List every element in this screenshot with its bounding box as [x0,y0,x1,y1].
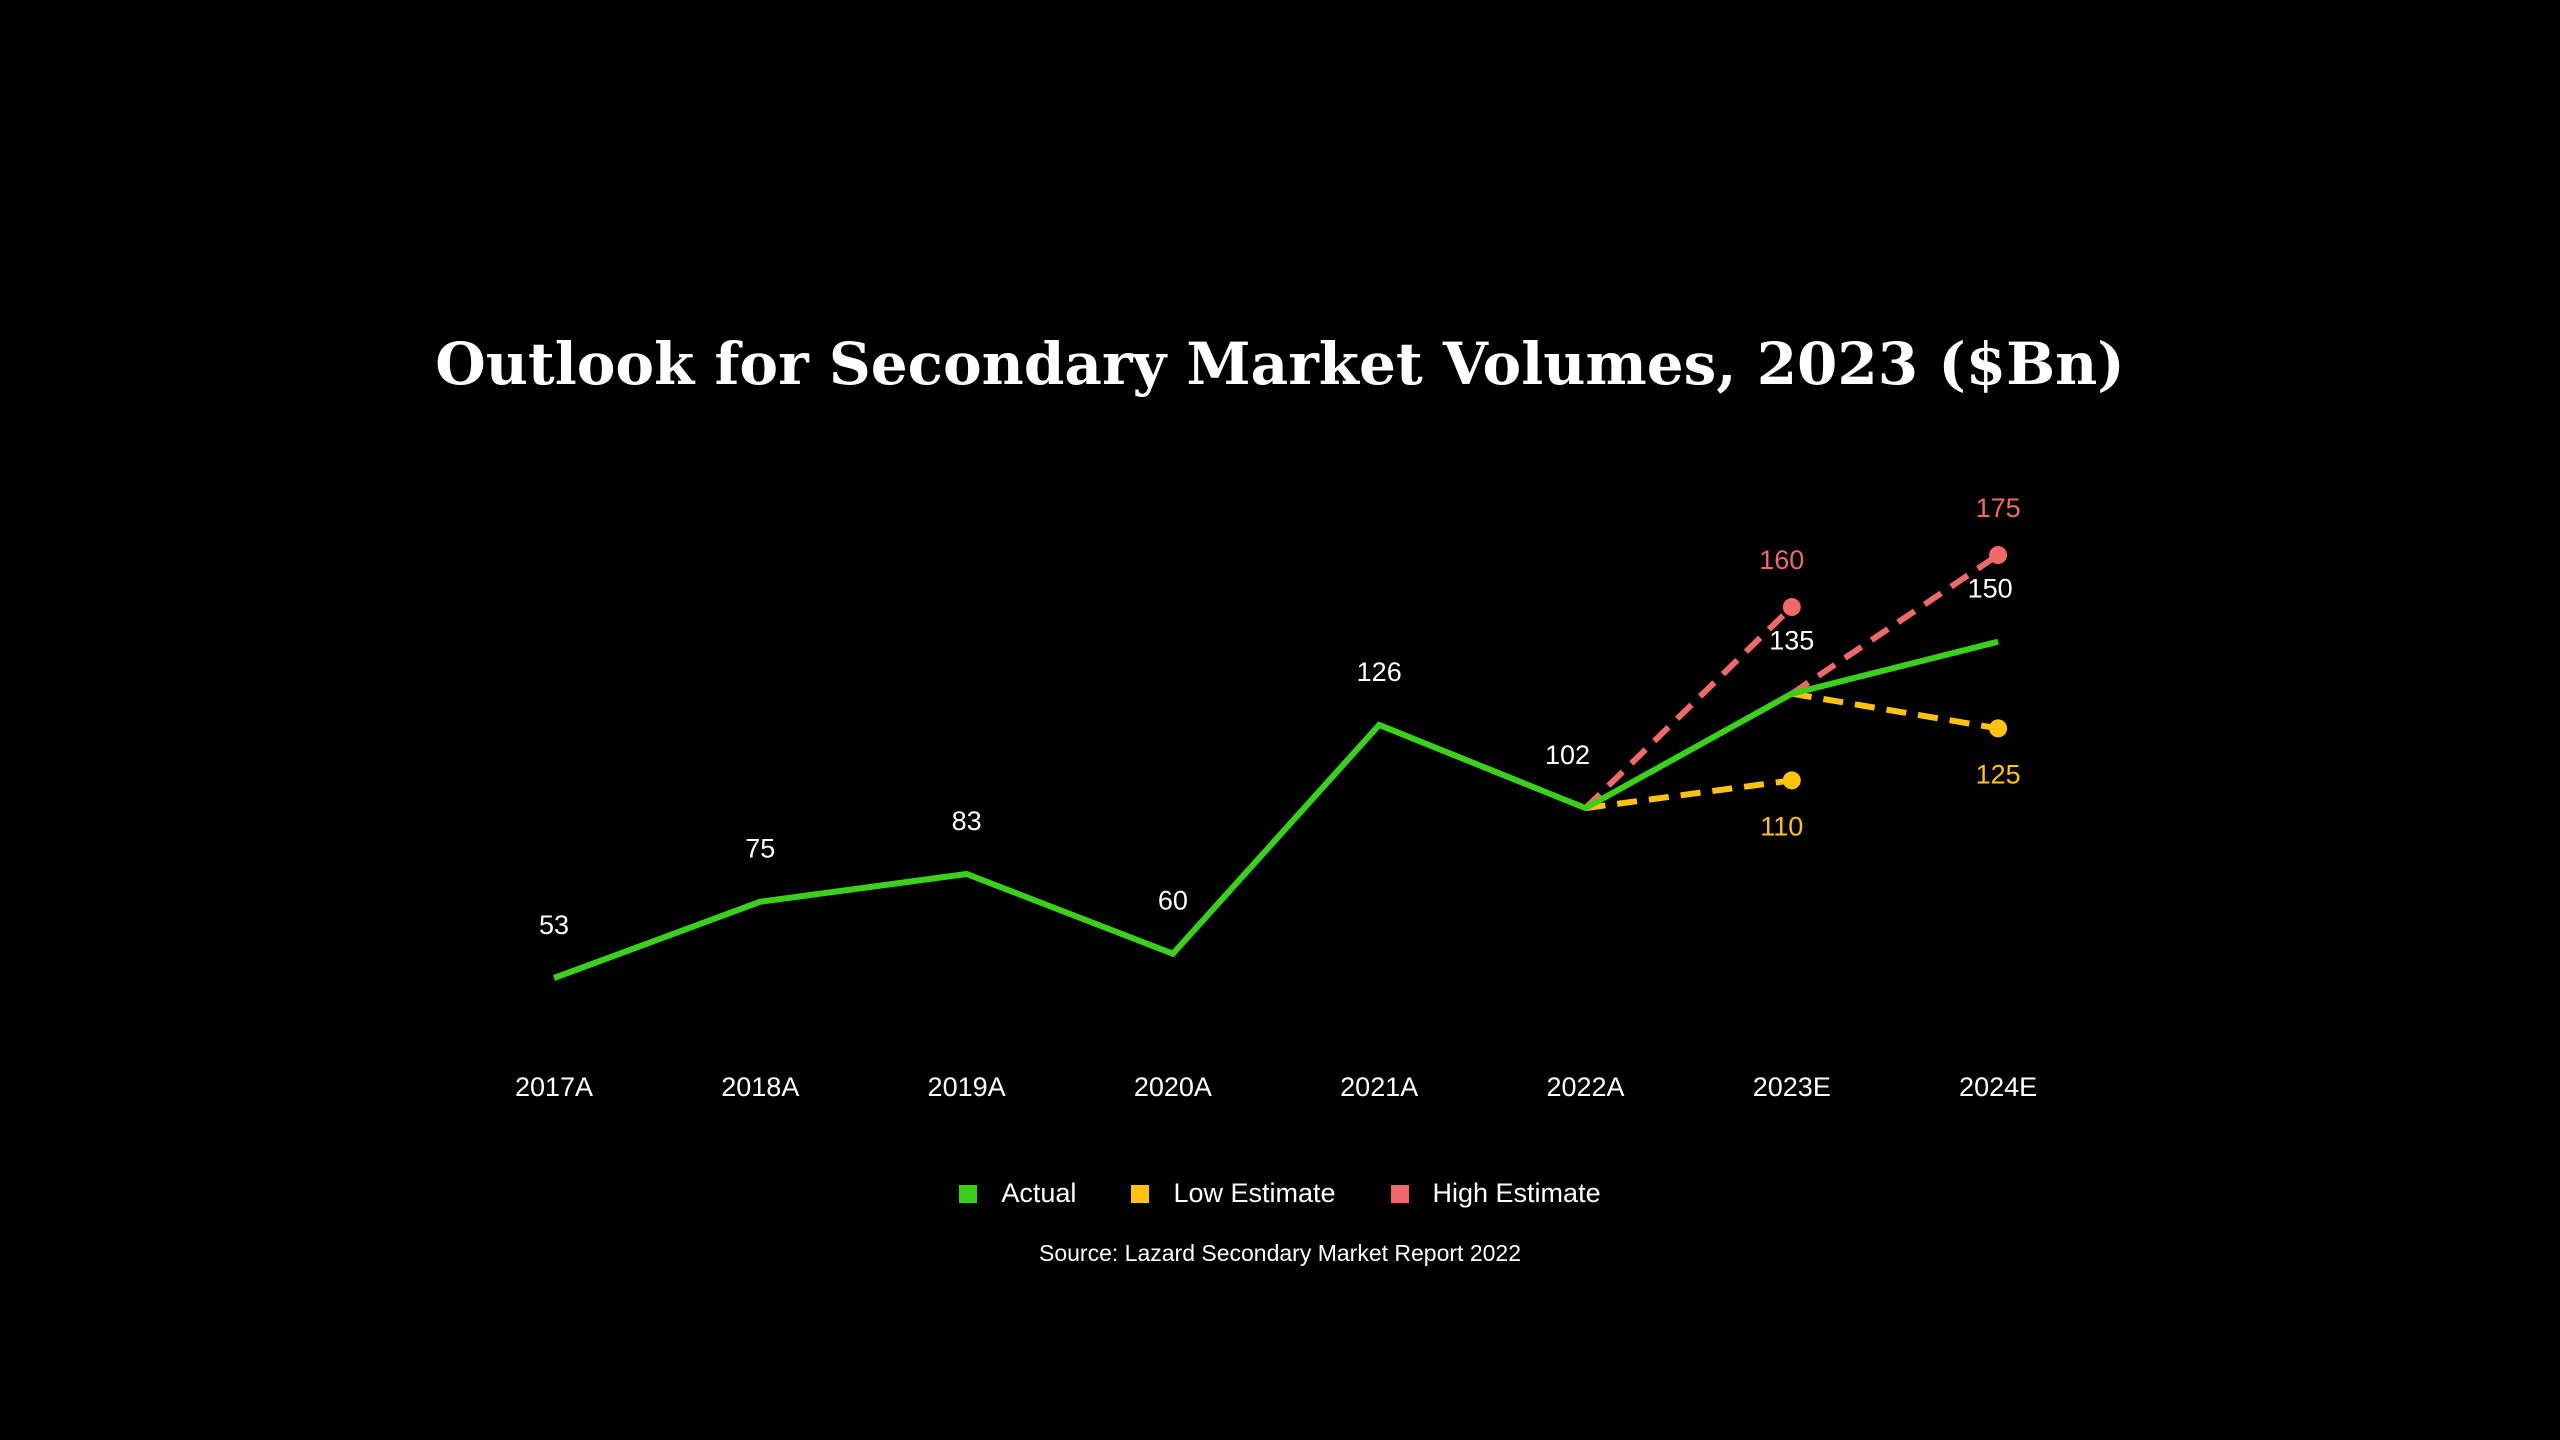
legend-label-actual: Actual [1001,1178,1077,1208]
high-estimate-segment-0 [1583,604,1794,811]
actual-data-label-2023E: 135 [1769,626,1814,656]
x-tick-label-2022A: 2022A [1546,1072,1624,1102]
legend-item-actual[interactable]: Actual [959,1178,1076,1209]
low-estimate-segment-1 [1791,690,1999,732]
low-estimate-segment-0 [1585,777,1793,812]
low-estimate-point-2023E [1782,771,1801,790]
high-estimate-data-label-2023E: 160 [1759,545,1804,575]
high-estimate-data-label-2024E: 175 [1976,493,2021,523]
actual-data-label-2024E: 150 [1968,574,2013,604]
legend-swatch-low-estimate [1131,1184,1150,1203]
x-tick-label-2024E: 2024E [1959,1072,2037,1102]
low-estimate-data-label-2023E: 110 [1760,811,1803,841]
x-tick-label-2018A: 2018A [721,1072,799,1102]
x-tick-label-2020A: 2020A [1134,1072,1212,1102]
legend-swatch-actual [959,1184,978,1203]
legend-label-low-estimate: Low Estimate [1173,1178,1336,1208]
actual-data-label-2022A: 102 [1545,740,1590,770]
source-note: Source: Lazard Secondary Market Report 2… [1039,1240,1521,1266]
legend-label-high-estimate: High Estimate [1432,1178,1601,1208]
x-tick-label-2021A: 2021A [1340,1072,1418,1102]
legend-swatch-high-estimate [1390,1184,1409,1203]
chart-title: Outlook for Secondary Market Volumes, 20… [435,330,2125,398]
legend-item-low-estimate[interactable]: Low Estimate [1131,1178,1336,1209]
low-estimate-data-label-2024E: 125 [1976,759,2021,789]
actual-data-label-2020A: 60 [1158,886,1188,916]
high-estimate-point-2024E [1989,546,2008,565]
legend-item-high-estimate[interactable]: High Estimate [1390,1178,1601,1209]
actual-data-label-2021A: 126 [1357,657,1402,687]
high-estimate-point-2023E [1782,598,1801,617]
x-tick-label-2019A: 2019A [928,1072,1006,1102]
high-estimate-segment-1 [1790,552,2000,697]
actual-data-label-2019A: 83 [952,806,982,836]
actual-data-label-2017A: 53 [539,910,569,940]
legend: Actual Low Estimate High Estimate [0,1178,2560,1209]
low-estimate-point-2024E [1989,719,2008,738]
actual-data-label-2018A: 75 [745,834,775,864]
x-tick-label-2023E: 2023E [1753,1072,1831,1102]
actual-line [552,638,1999,981]
x-tick-label-2017A: 2017A [515,1072,593,1102]
